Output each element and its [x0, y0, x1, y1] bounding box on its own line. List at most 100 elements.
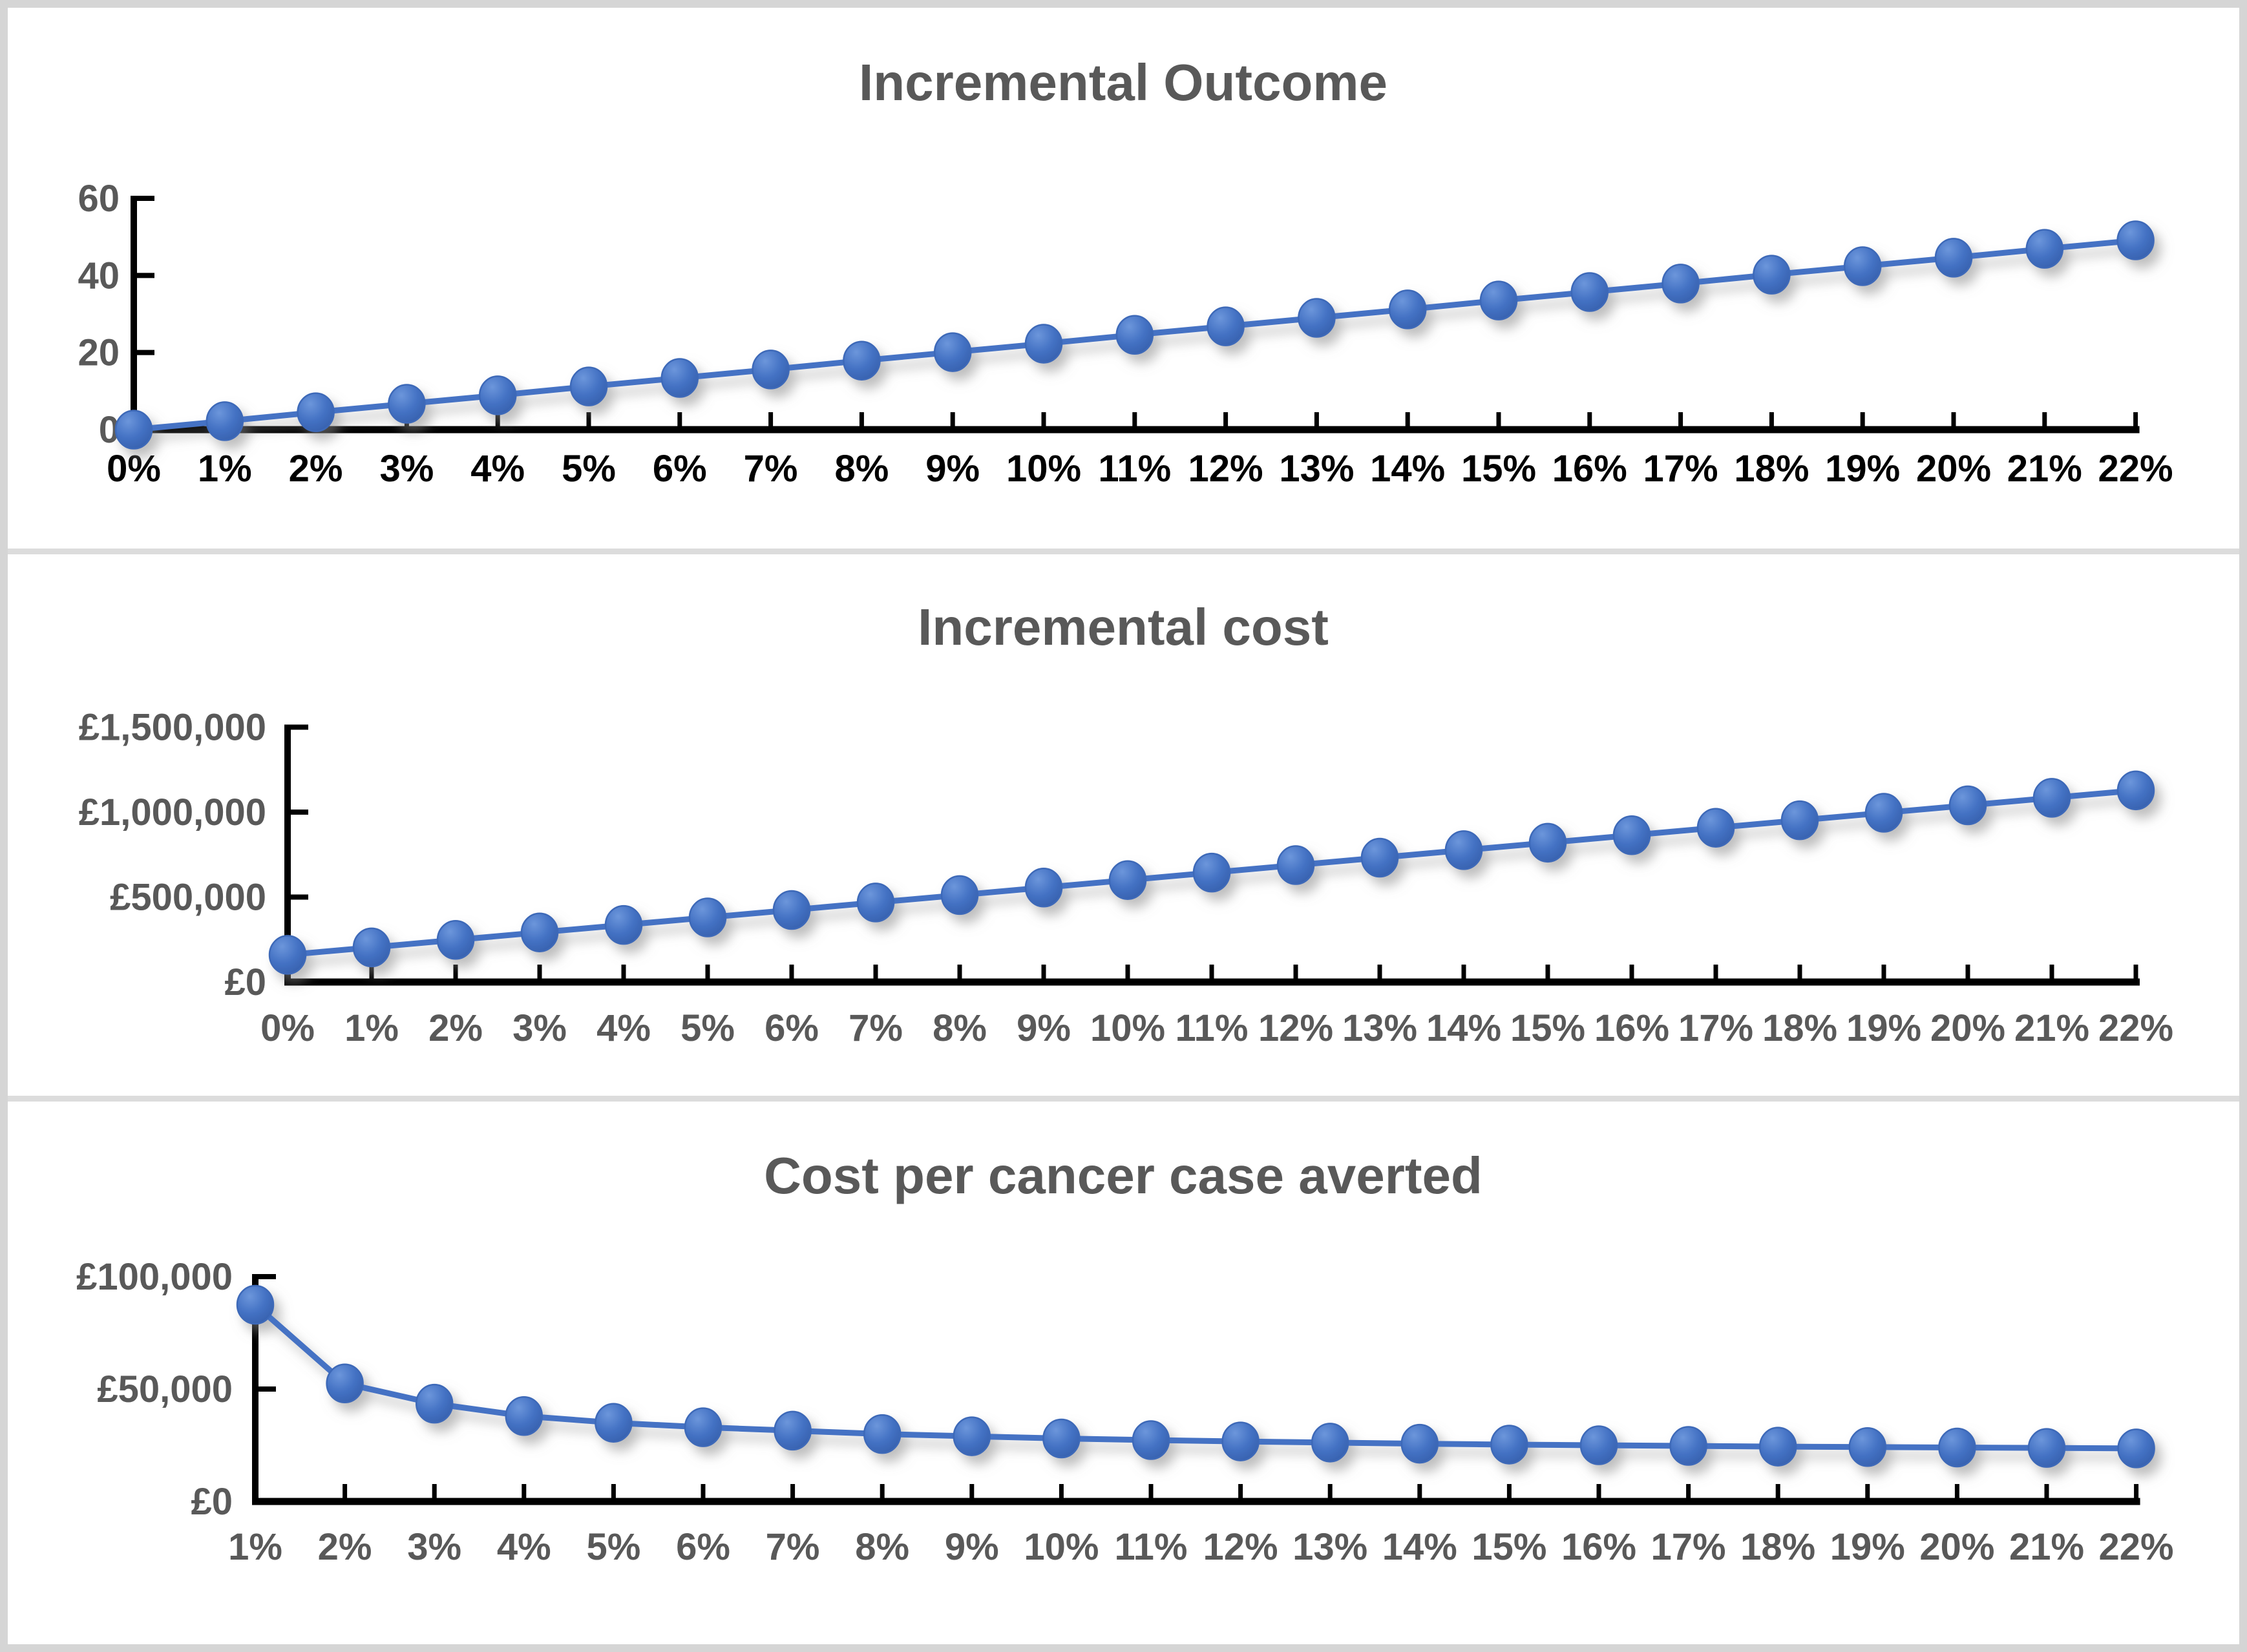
x-tick-label: 20%	[1930, 1007, 2005, 1049]
x-tick-label: 7%	[766, 1526, 820, 1568]
incremental-cost-panel: Incremental cost £0 £500,000 £1,000,000 £1,5…	[8, 554, 2239, 1096]
x-tick-label: 10%	[1090, 1007, 1165, 1049]
x-tick-label: 4%	[470, 448, 525, 490]
data-point-marker	[1444, 830, 1483, 870]
data-point-marker	[684, 1407, 723, 1447]
data-point-marker	[1758, 1427, 1797, 1467]
x-tick-label: 15%	[1461, 448, 1536, 490]
x-tick-label: 8%	[855, 1526, 909, 1568]
data-point-marker	[752, 350, 790, 390]
data-point-marker	[1360, 837, 1399, 878]
x-tick-label: 7%	[744, 448, 798, 490]
x-tick-label: 13%	[1342, 1007, 1417, 1049]
x-tick-label: 0%	[260, 1007, 315, 1049]
data-point-marker	[1311, 1423, 1349, 1463]
data-point-marker	[604, 904, 643, 945]
x-tick-label: 16%	[1552, 448, 1627, 490]
data-series	[268, 770, 2155, 975]
data-point-marker	[297, 392, 335, 432]
data-point-marker	[1948, 785, 1987, 826]
data-point-marker	[1479, 280, 1518, 320]
x-tick-label: 14%	[1382, 1526, 1457, 1568]
x-tick-label: 11%	[1176, 1007, 1249, 1049]
x-tick-label: 8%	[834, 448, 889, 490]
data-point-marker	[1579, 1425, 1618, 1465]
data-series	[114, 220, 2155, 450]
data-point-marker	[436, 920, 475, 960]
x-tick-label: 10%	[1006, 448, 1081, 490]
data-point-marker	[1400, 1423, 1439, 1464]
data-point-marker	[268, 935, 307, 975]
data-point-marker	[1696, 808, 1735, 848]
data-point-marker	[688, 897, 727, 937]
x-tick-label: 6%	[653, 448, 707, 490]
data-point-marker	[478, 375, 517, 415]
chart-title: Incremental cost	[918, 598, 1329, 656]
data-point-marker	[2117, 1428, 2155, 1469]
data-point-marker	[1115, 315, 1154, 355]
panel-divider	[8, 1096, 2239, 1102]
x-tick-label: 21%	[2014, 1007, 2089, 1049]
data-point-marker	[505, 1396, 543, 1436]
x-tick-label: 10%	[1024, 1526, 1099, 1568]
x-tick-label: 22%	[2098, 1007, 2173, 1049]
x-tick-label: 1%	[344, 1007, 399, 1049]
x-tick-label: 17%	[1678, 1007, 1753, 1049]
x-tick-label: 15%	[1472, 1526, 1546, 1568]
data-point-marker	[1938, 1427, 1976, 1468]
data-point-marker	[236, 1284, 275, 1325]
y-tick-label: £50,000	[97, 1368, 233, 1410]
x-tick-label: 3%	[407, 1526, 461, 1568]
y-tick-label: £100,000	[76, 1256, 233, 1298]
x-tick-label: 12%	[1188, 448, 1263, 490]
y-tick-label: £1,000,000	[79, 791, 266, 833]
data-point-marker	[352, 927, 391, 968]
data-point-marker	[1221, 1421, 1260, 1461]
chart-title: Cost per cancer case averted	[764, 1147, 1482, 1204]
data-point-marker	[933, 332, 972, 372]
x-tick-label: 16%	[1561, 1526, 1636, 1568]
x-tick-label: 13%	[1292, 1526, 1367, 1568]
data-point-marker	[1934, 238, 1973, 278]
y-tick-label: 40	[78, 255, 120, 297]
x-tick-label: 4%	[497, 1526, 551, 1568]
data-point-marker	[2116, 220, 2155, 260]
x-tick-label: 13%	[1279, 448, 1354, 490]
data-point-marker	[1108, 860, 1147, 900]
x-tick-label: 7%	[849, 1007, 903, 1049]
x-tick-label: 8%	[933, 1007, 987, 1049]
incremental-cost-chart: Incremental cost £0 £500,000 £1,000,000 £1,5…	[79, 598, 2173, 1049]
x-tick-label: 21%	[2009, 1526, 2084, 1568]
data-point-marker	[1662, 264, 1700, 304]
x-tick-label: 17%	[1651, 1526, 1726, 1568]
data-point-marker	[1570, 272, 1609, 312]
x-tick-label: 9%	[925, 448, 980, 490]
data-point-marker	[772, 890, 811, 930]
data-series	[236, 1284, 2155, 1469]
x-tick-label: 9%	[1017, 1007, 1071, 1049]
x-tick-label: 14%	[1426, 1007, 1501, 1049]
x-tick-label: 22%	[2099, 1526, 2174, 1568]
data-point-marker	[1669, 1426, 1707, 1466]
data-point-marker	[1024, 324, 1063, 364]
panel-divider	[8, 549, 2239, 554]
data-point-marker	[1843, 246, 1882, 286]
x-tick-label: 21%	[2007, 448, 2082, 490]
data-point-marker	[1276, 845, 1315, 885]
data-point-marker	[114, 410, 153, 450]
x-tick-label: 11%	[1098, 448, 1171, 490]
x-tick-label: 9%	[945, 1526, 999, 1568]
x-tick-label: 3%	[512, 1007, 567, 1049]
data-point-marker	[1042, 1418, 1081, 1459]
x-tick-label: 19%	[1825, 448, 1900, 490]
data-point-marker	[388, 384, 426, 424]
x-tick-label: 15%	[1510, 1007, 1585, 1049]
data-point-marker	[2025, 229, 2064, 269]
x-tick-label: 14%	[1370, 448, 1445, 490]
data-point-marker	[1024, 868, 1063, 908]
data-point-marker	[520, 912, 559, 952]
x-tick-label: 20%	[1916, 448, 1991, 490]
x-tick-label: 22%	[2098, 448, 2173, 490]
data-point-marker	[1780, 800, 1819, 841]
